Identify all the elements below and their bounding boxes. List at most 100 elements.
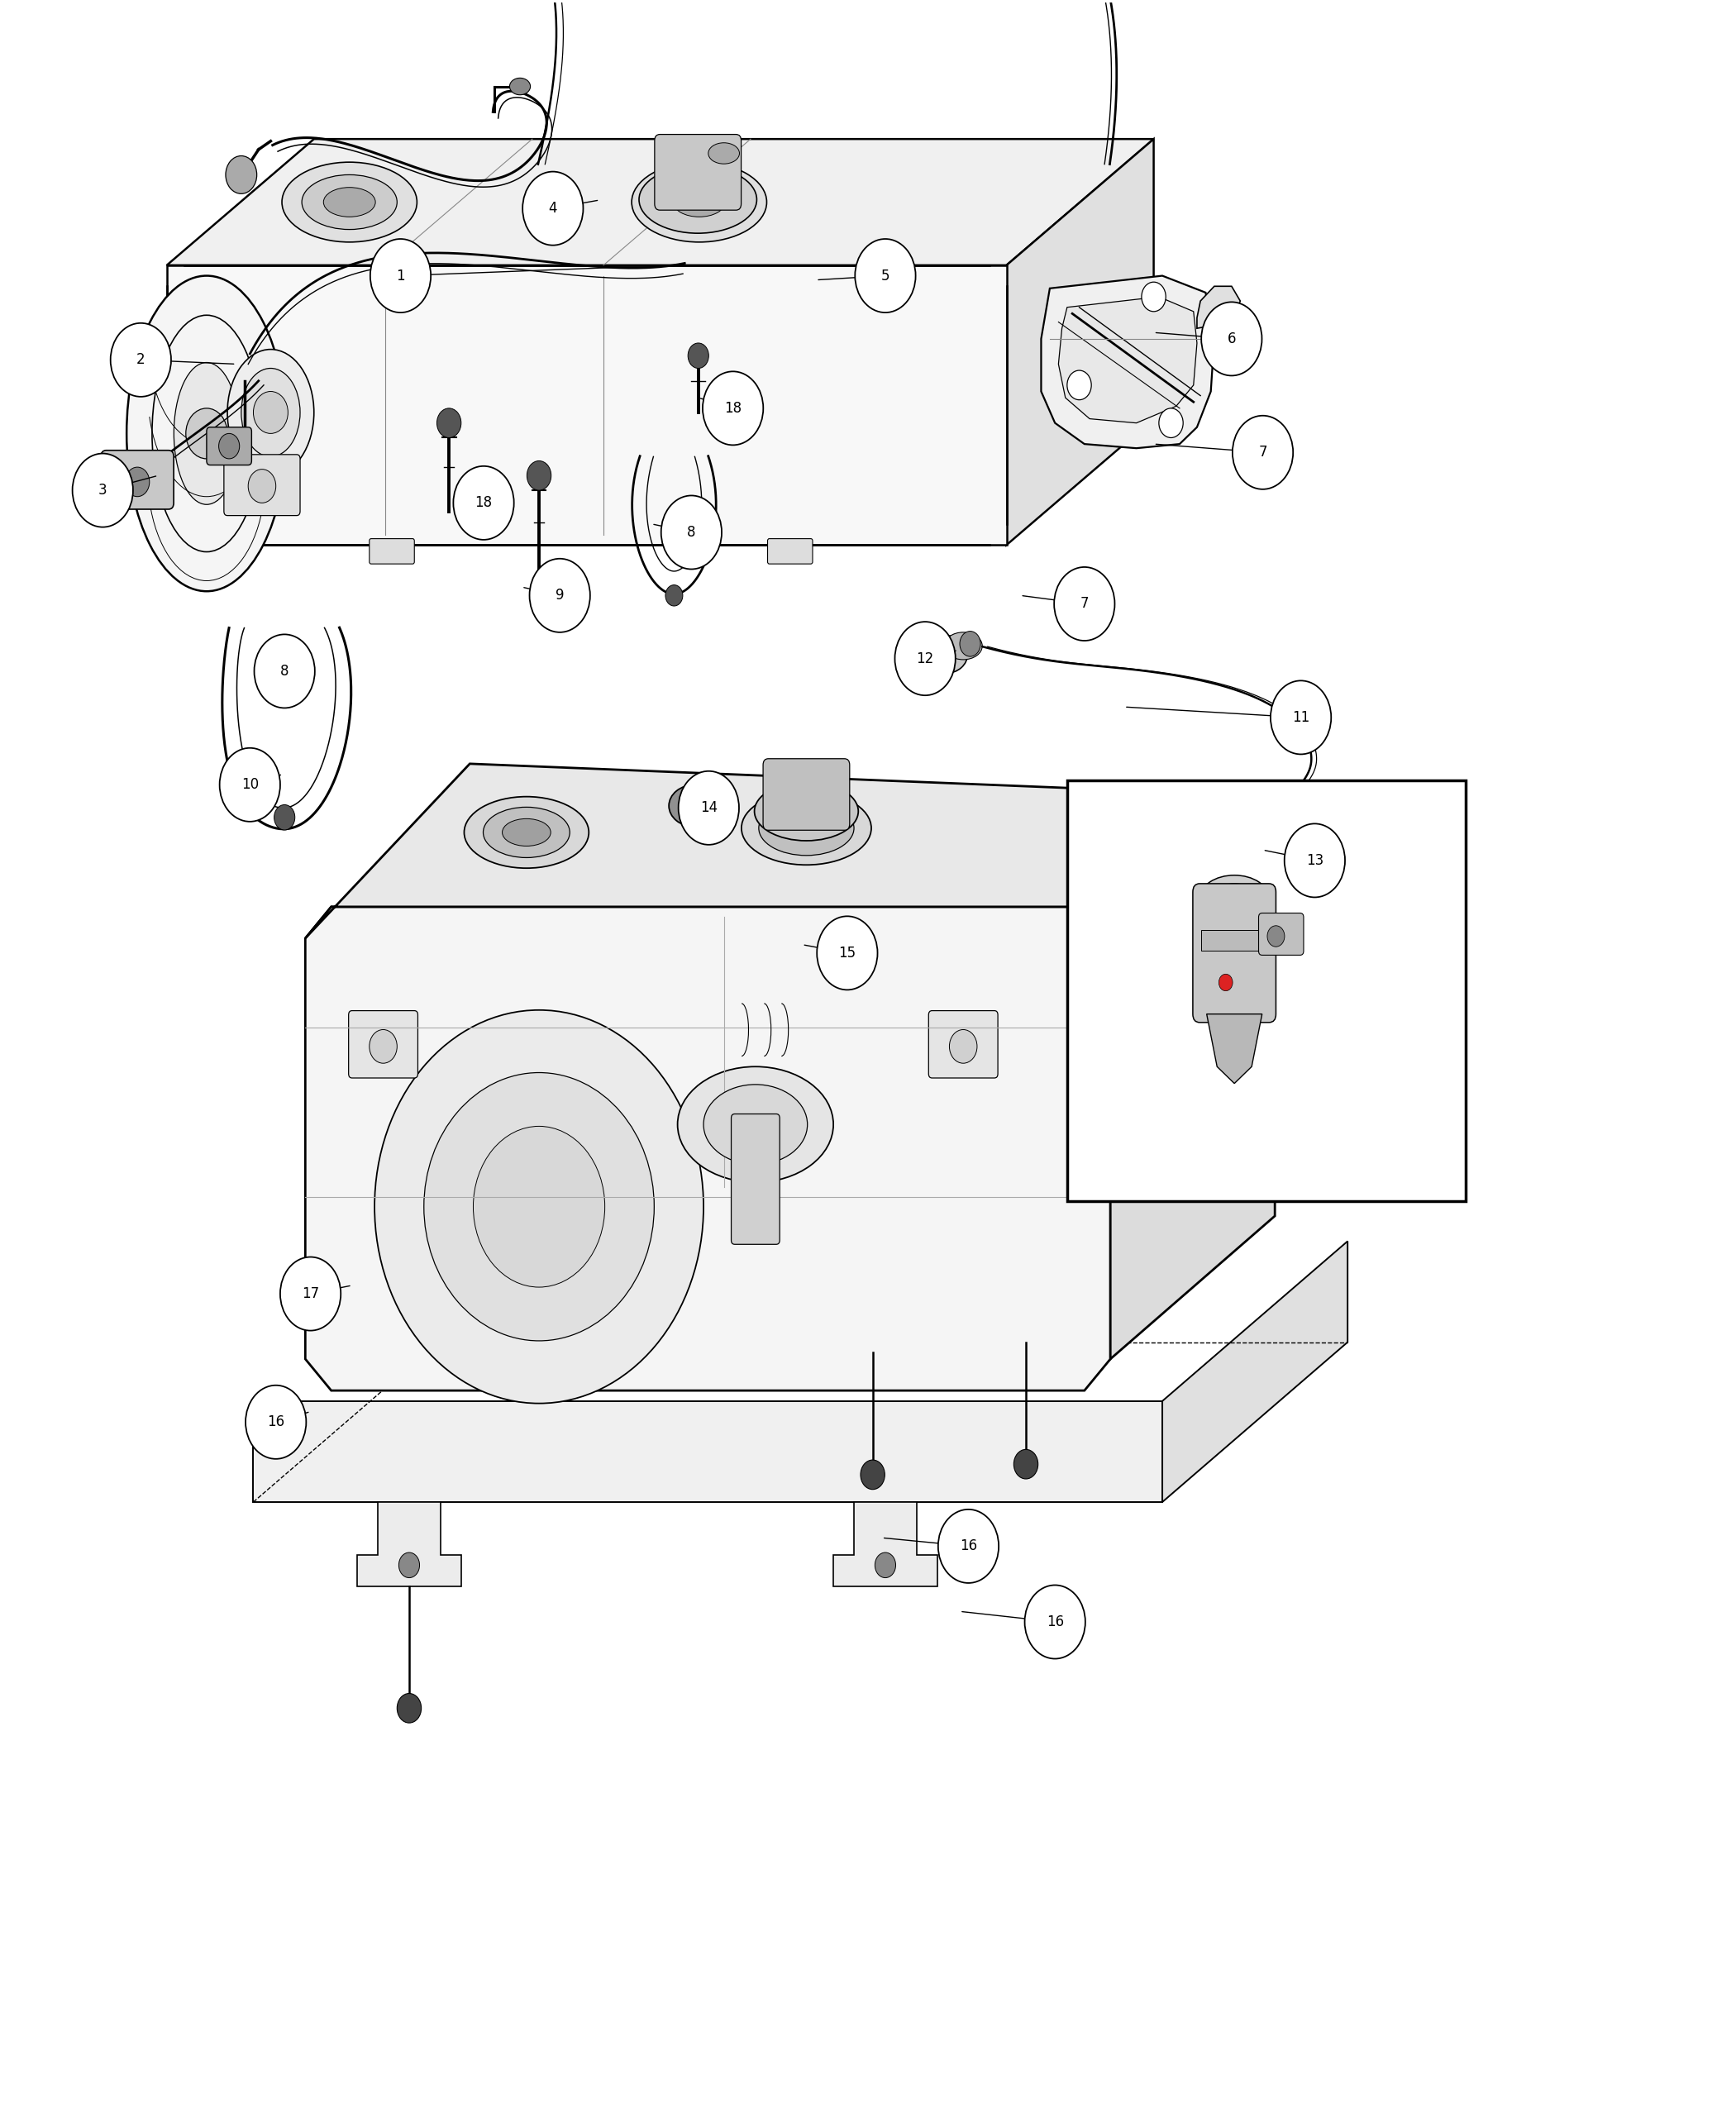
Circle shape xyxy=(111,323,172,396)
FancyBboxPatch shape xyxy=(731,1113,779,1244)
Polygon shape xyxy=(1207,1014,1262,1084)
Ellipse shape xyxy=(502,818,550,845)
Text: 16: 16 xyxy=(267,1414,285,1429)
Ellipse shape xyxy=(677,1067,833,1183)
Ellipse shape xyxy=(632,162,767,242)
Circle shape xyxy=(274,805,295,831)
Text: 11: 11 xyxy=(1292,710,1309,725)
Ellipse shape xyxy=(302,175,398,230)
FancyBboxPatch shape xyxy=(1259,913,1304,955)
Text: 15: 15 xyxy=(838,946,856,961)
FancyBboxPatch shape xyxy=(654,135,741,211)
Circle shape xyxy=(1219,974,1233,991)
Polygon shape xyxy=(833,1503,937,1585)
Circle shape xyxy=(125,468,149,497)
Circle shape xyxy=(1014,1450,1038,1480)
Ellipse shape xyxy=(127,276,286,590)
Bar xyxy=(1068,780,1465,1202)
Polygon shape xyxy=(358,1503,462,1585)
Circle shape xyxy=(1267,925,1285,946)
Circle shape xyxy=(1142,282,1167,312)
FancyBboxPatch shape xyxy=(767,540,812,565)
Text: 17: 17 xyxy=(302,1286,319,1301)
FancyBboxPatch shape xyxy=(929,1010,998,1077)
Ellipse shape xyxy=(424,1073,654,1341)
Text: 4: 4 xyxy=(549,200,557,215)
Circle shape xyxy=(219,748,279,822)
Circle shape xyxy=(1201,301,1262,375)
Polygon shape xyxy=(306,763,1248,938)
Polygon shape xyxy=(1007,139,1154,546)
Text: 9: 9 xyxy=(556,588,564,603)
Text: 2: 2 xyxy=(137,352,146,367)
Ellipse shape xyxy=(510,78,531,95)
Text: 12: 12 xyxy=(917,651,934,666)
Polygon shape xyxy=(1196,287,1240,329)
Circle shape xyxy=(950,1029,977,1062)
Circle shape xyxy=(679,772,740,845)
Ellipse shape xyxy=(483,807,569,858)
Text: 16: 16 xyxy=(960,1539,977,1554)
Ellipse shape xyxy=(924,635,967,672)
Circle shape xyxy=(73,453,134,527)
Ellipse shape xyxy=(227,350,314,476)
Ellipse shape xyxy=(639,167,757,234)
Text: 7: 7 xyxy=(1080,597,1088,611)
Circle shape xyxy=(687,344,708,369)
Circle shape xyxy=(279,1256,340,1330)
Circle shape xyxy=(665,584,682,605)
Polygon shape xyxy=(167,139,1154,266)
Circle shape xyxy=(960,630,981,656)
Text: 14: 14 xyxy=(700,801,717,816)
Circle shape xyxy=(856,238,915,312)
Ellipse shape xyxy=(755,782,858,841)
Circle shape xyxy=(703,371,764,445)
Text: 3: 3 xyxy=(99,483,108,497)
Circle shape xyxy=(1233,415,1293,489)
Ellipse shape xyxy=(668,784,720,826)
Text: 5: 5 xyxy=(880,268,889,282)
Circle shape xyxy=(219,434,240,460)
Circle shape xyxy=(453,466,514,540)
Ellipse shape xyxy=(674,188,726,217)
Circle shape xyxy=(115,472,132,493)
Circle shape xyxy=(186,409,227,460)
Circle shape xyxy=(894,622,955,696)
Polygon shape xyxy=(1059,297,1196,424)
Ellipse shape xyxy=(323,188,375,217)
Circle shape xyxy=(253,392,288,434)
Circle shape xyxy=(875,1551,896,1577)
FancyBboxPatch shape xyxy=(1193,883,1276,1022)
Ellipse shape xyxy=(703,1084,807,1164)
FancyBboxPatch shape xyxy=(207,428,252,466)
Ellipse shape xyxy=(708,143,740,164)
Text: 8: 8 xyxy=(279,664,288,679)
Text: 6: 6 xyxy=(1227,331,1236,346)
Circle shape xyxy=(253,635,314,708)
Ellipse shape xyxy=(679,793,710,818)
Ellipse shape xyxy=(474,1126,604,1288)
Circle shape xyxy=(861,1461,885,1490)
Circle shape xyxy=(1160,409,1184,438)
Circle shape xyxy=(226,156,257,194)
Text: 8: 8 xyxy=(687,525,696,540)
Bar xyxy=(1201,930,1267,951)
Circle shape xyxy=(661,495,722,569)
Polygon shape xyxy=(1111,795,1274,1360)
Ellipse shape xyxy=(241,369,300,457)
Circle shape xyxy=(528,462,550,491)
Circle shape xyxy=(437,409,462,438)
Ellipse shape xyxy=(281,162,417,242)
Circle shape xyxy=(370,238,431,312)
Polygon shape xyxy=(1042,276,1213,449)
Circle shape xyxy=(523,171,583,245)
Polygon shape xyxy=(306,906,1111,1391)
FancyBboxPatch shape xyxy=(764,759,849,831)
Circle shape xyxy=(370,1029,398,1062)
Ellipse shape xyxy=(375,1010,703,1404)
FancyBboxPatch shape xyxy=(224,455,300,516)
Circle shape xyxy=(398,1693,422,1722)
FancyBboxPatch shape xyxy=(349,1010,418,1077)
Text: 18: 18 xyxy=(476,495,493,510)
Circle shape xyxy=(818,917,877,991)
